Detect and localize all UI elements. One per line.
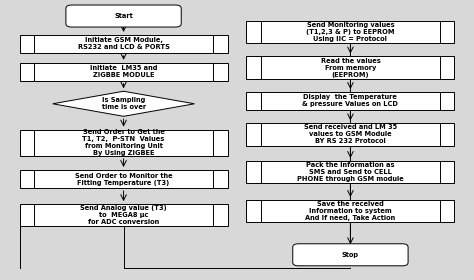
Text: Stop: Stop [342, 252, 359, 258]
Text: Read the values
From memory
(EEPROM): Read the values From memory (EEPROM) [320, 58, 380, 78]
Text: Send Order to Monitor the
Fitting Temperature (T3): Send Order to Monitor the Fitting Temper… [75, 172, 173, 186]
Bar [246, 161, 455, 183]
Bar [246, 123, 455, 146]
Bar [19, 35, 228, 53]
Text: Send Order to Get the
T1, T2,  P-STN  Values
from Monitoring Unit
By Using ZIGBE: Send Order to Get the T1, T2, P-STN Valu… [82, 129, 164, 156]
Bar [246, 92, 455, 110]
Text: Display  the Temperature
& pressure Values on LCD: Display the Temperature & pressure Value… [302, 94, 398, 108]
Bar [19, 63, 228, 81]
Text: Start: Start [114, 13, 133, 19]
FancyBboxPatch shape [66, 5, 181, 27]
FancyBboxPatch shape [293, 244, 408, 266]
Text: Save the received
Information to system
And If need, Take Action: Save the received Information to system … [305, 201, 395, 221]
Text: Initiate  LM35 and
ZIGBBE MODULE: Initiate LM35 and ZIGBBE MODULE [90, 65, 157, 78]
Text: Initiate GSM Module,
RS232 and LCD & PORTS: Initiate GSM Module, RS232 and LCD & POR… [78, 37, 170, 50]
Text: Send Monitoring values
(T1,2,3 & P) to EEPROM
Using IIC = Protocol: Send Monitoring values (T1,2,3 & P) to E… [306, 22, 395, 42]
Text: Send received and LM 35
values to GSM Module
BY RS 232 Protocol: Send received and LM 35 values to GSM Mo… [304, 124, 397, 144]
Bar [246, 200, 455, 222]
Polygon shape [53, 91, 194, 116]
Bar [19, 170, 228, 188]
Bar [246, 21, 455, 43]
Bar [19, 130, 228, 156]
Bar [19, 204, 228, 226]
Text: Is Sampling
time is over: Is Sampling time is over [101, 97, 146, 110]
Text: Pack the information as
SMS and Send to CELL
PHONE through GSM module: Pack the information as SMS and Send to … [297, 162, 404, 182]
Bar [246, 56, 455, 79]
Text: Send Analog value (T3)
to  MEGA8 µc
for ADC conversion: Send Analog value (T3) to MEGA8 µc for A… [80, 205, 167, 225]
